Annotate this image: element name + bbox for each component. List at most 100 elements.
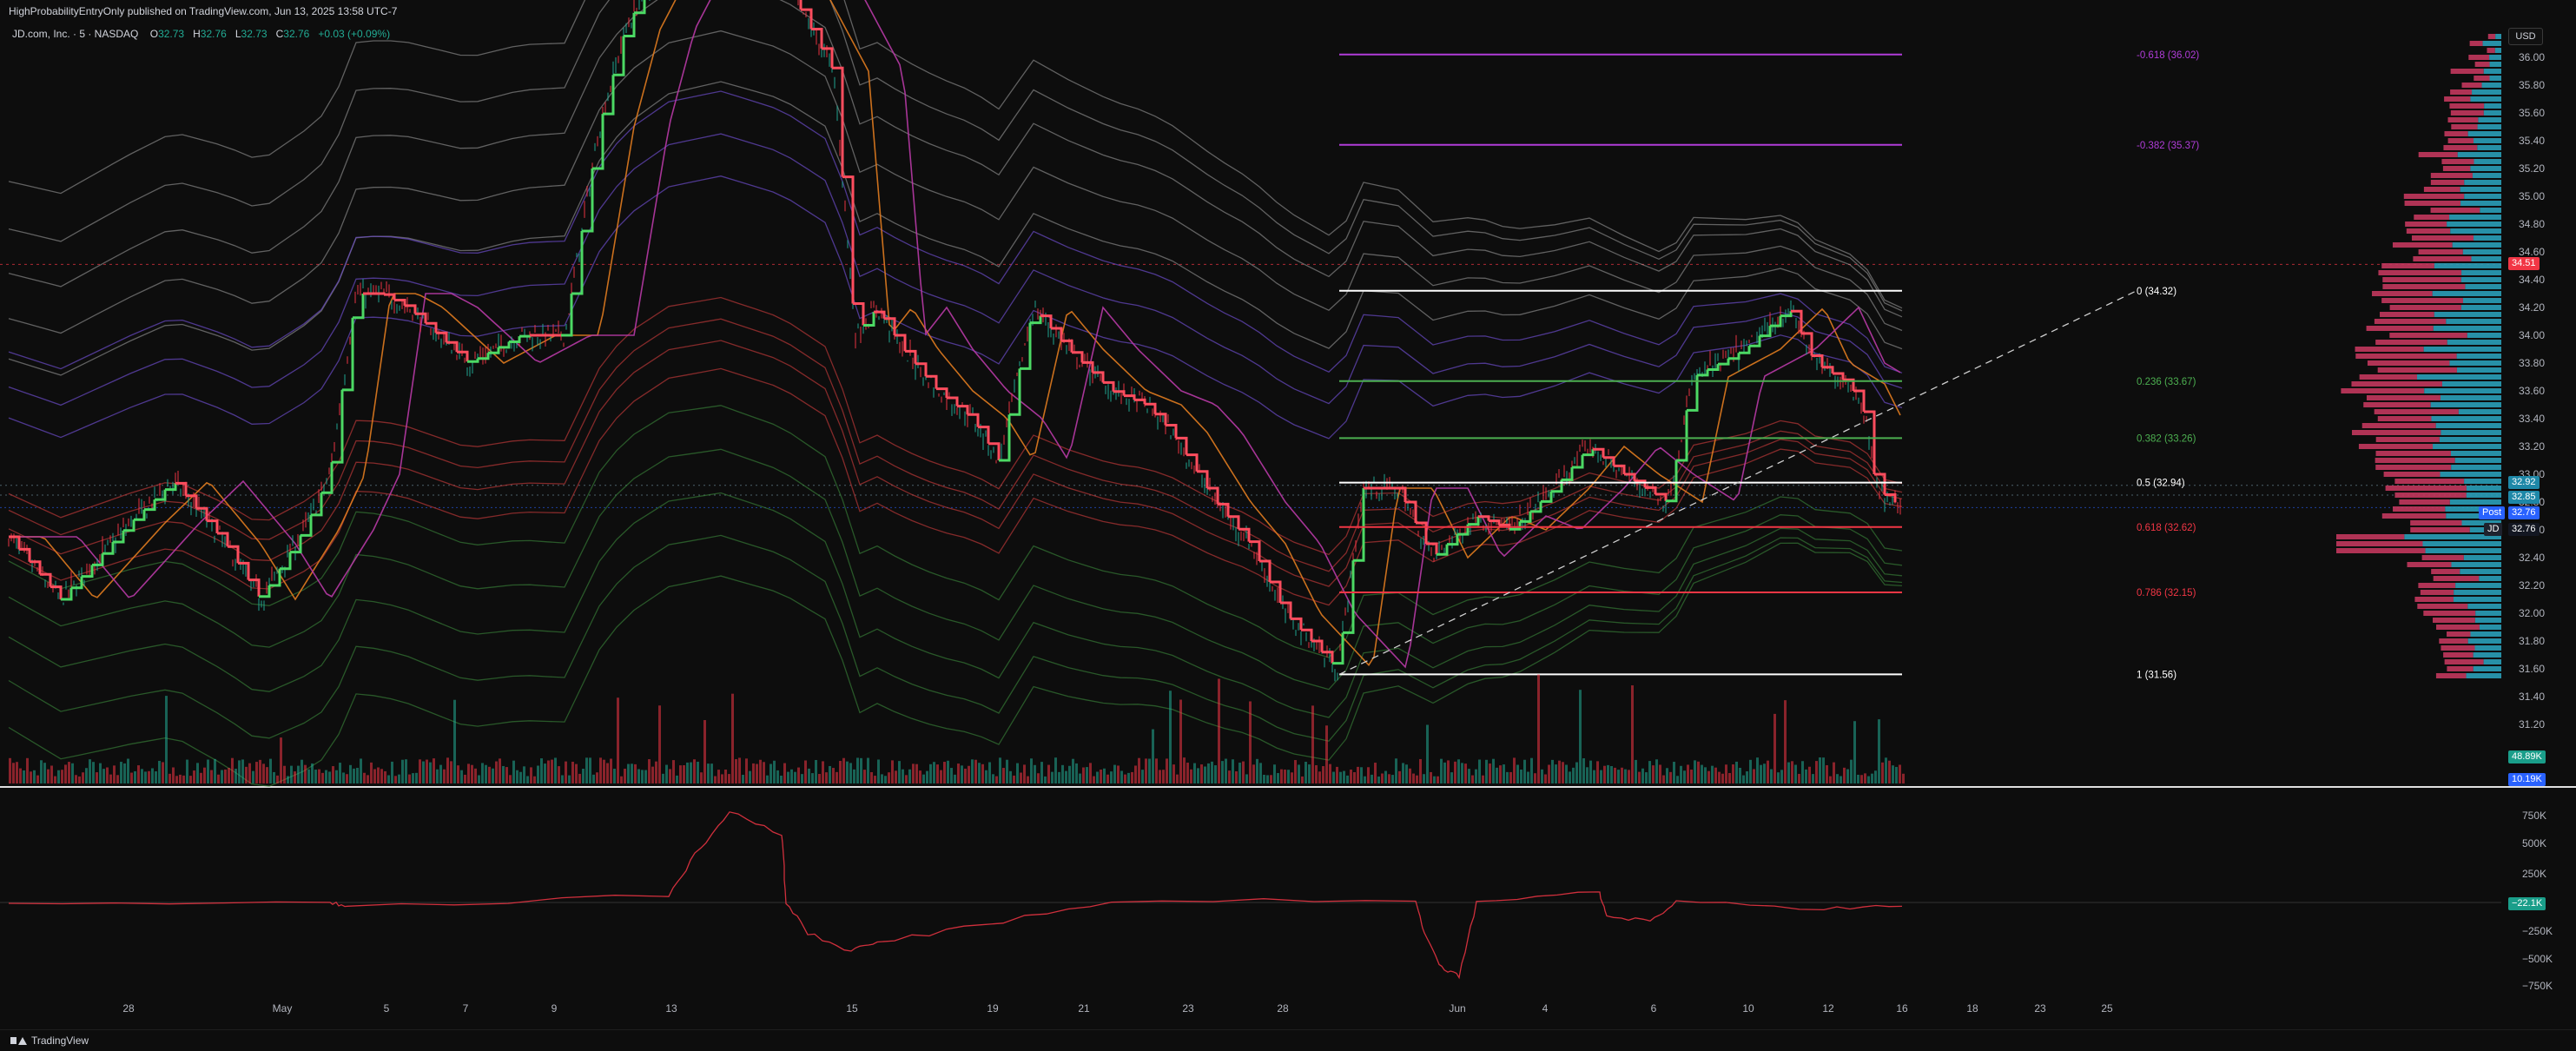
volume-bar — [964, 768, 967, 783]
volume-bar — [1704, 767, 1707, 783]
profile-bar-sell — [2375, 437, 2440, 442]
volume-bar — [189, 776, 192, 783]
volume-bar — [1308, 764, 1311, 783]
time-tick: 9 — [552, 1002, 558, 1015]
volume-bar — [1565, 764, 1568, 783]
volume-bar — [387, 775, 390, 783]
volume-bar — [1822, 757, 1825, 783]
trend-step — [874, 310, 886, 319]
currency-button[interactable]: USD — [2508, 28, 2543, 45]
volume-bar — [1353, 771, 1356, 783]
volume-bar — [1405, 764, 1408, 783]
volume-bar — [1138, 757, 1140, 783]
volume-bar — [1610, 766, 1613, 783]
volume-bar — [1141, 770, 1144, 783]
profile-bar-sell — [2414, 597, 2454, 602]
volume-bar — [488, 766, 491, 783]
volume-bar — [530, 767, 532, 783]
volume-bar — [241, 759, 244, 783]
profile-bar-buy — [2466, 492, 2501, 498]
volume-bar — [405, 759, 407, 783]
volume-bar — [123, 763, 126, 783]
profile-bar-buy — [2404, 534, 2501, 539]
profile-bar-sell — [2447, 666, 2474, 671]
trend-step — [82, 565, 94, 578]
volume-bar — [988, 762, 991, 783]
volume-bar — [898, 761, 901, 783]
profile-bar-buy — [2474, 618, 2501, 623]
profile-bar-buy — [2472, 89, 2501, 95]
indicator-line — [8, 811, 1903, 980]
trend-step — [436, 331, 448, 343]
volume-bar — [1721, 773, 1724, 783]
volume-bar — [1815, 761, 1818, 783]
volume-bar — [1628, 770, 1630, 783]
trend-step — [1728, 353, 1740, 360]
volume-bar — [509, 775, 512, 783]
trend-step — [1437, 544, 1449, 556]
volume-bar — [1801, 761, 1804, 783]
volume-bar — [1426, 724, 1429, 783]
volume-bar — [662, 773, 664, 783]
profile-bar-sell — [2474, 76, 2490, 81]
volume-bar — [210, 770, 213, 783]
volume-bar — [1527, 771, 1529, 783]
tradingview-logo[interactable]: TradingView — [10, 1034, 89, 1047]
last-price-tag: 32.76 — [2508, 523, 2540, 536]
open-value: 32.73 — [158, 28, 185, 40]
profile-bar-buy — [2466, 673, 2501, 678]
volume-bar — [1648, 761, 1651, 783]
trend-step — [1478, 515, 1490, 521]
volume-bar — [1603, 765, 1606, 783]
profile-bar-sell — [2430, 180, 2465, 185]
symbol-title[interactable]: JD.com, Inc. · 5 · NASDAQ — [12, 28, 139, 40]
volume-bar — [749, 770, 751, 783]
volume-bar — [1040, 762, 1043, 783]
post-market-label: Post — [2479, 506, 2506, 519]
profile-bar-buy — [2446, 319, 2501, 324]
profile-bar-buy — [2477, 124, 2501, 129]
profile-bar-buy — [2449, 360, 2501, 366]
time-tick: 7 — [463, 1002, 469, 1015]
time-tick: Jun — [1449, 1002, 1465, 1015]
volume-bar — [665, 764, 668, 783]
volume-bar — [228, 767, 230, 783]
profile-bar-buy — [2464, 180, 2501, 185]
volume-bar — [464, 774, 466, 783]
profile-bar-sell — [2358, 444, 2434, 449]
volume-bar — [971, 759, 974, 783]
profile-bar-buy — [2430, 402, 2501, 407]
volume-bar — [776, 770, 779, 783]
volume-bar — [1690, 770, 1693, 783]
volume-bar — [1683, 770, 1686, 783]
fib-level-label: 0.236 (33.67) — [2137, 377, 2196, 387]
time-tick: 23 — [1182, 1002, 1194, 1015]
volume-bar — [1134, 765, 1137, 783]
profile-bar-sell — [2372, 291, 2433, 296]
volume-bar — [294, 771, 296, 783]
trend-step — [592, 114, 604, 170]
profile-bar-buy — [2472, 173, 2501, 178]
volume-bar — [571, 761, 574, 783]
volume-bar — [669, 769, 671, 783]
trend-step — [884, 317, 896, 335]
profile-bar-sell — [2410, 527, 2470, 532]
volume-bar — [523, 766, 525, 783]
profile-bar-sell — [2487, 34, 2496, 39]
volume-bar — [328, 771, 331, 783]
volume-bar — [1034, 764, 1036, 783]
volume-bar — [544, 763, 546, 783]
profile-bar-sell — [2394, 492, 2467, 498]
volume-bar — [867, 757, 869, 783]
volume-bar — [1280, 769, 1283, 783]
volume-bar — [957, 763, 960, 783]
footer: TradingView — [0, 1029, 2576, 1051]
fib-level-label: 0.5 (32.94) — [2137, 479, 2185, 489]
trend-step — [1739, 346, 1751, 354]
volume-bar — [1301, 776, 1304, 783]
trend-step — [905, 349, 917, 364]
volume-bar — [634, 763, 637, 783]
band-curve — [8, 367, 1903, 606]
volume-bar — [172, 767, 175, 783]
